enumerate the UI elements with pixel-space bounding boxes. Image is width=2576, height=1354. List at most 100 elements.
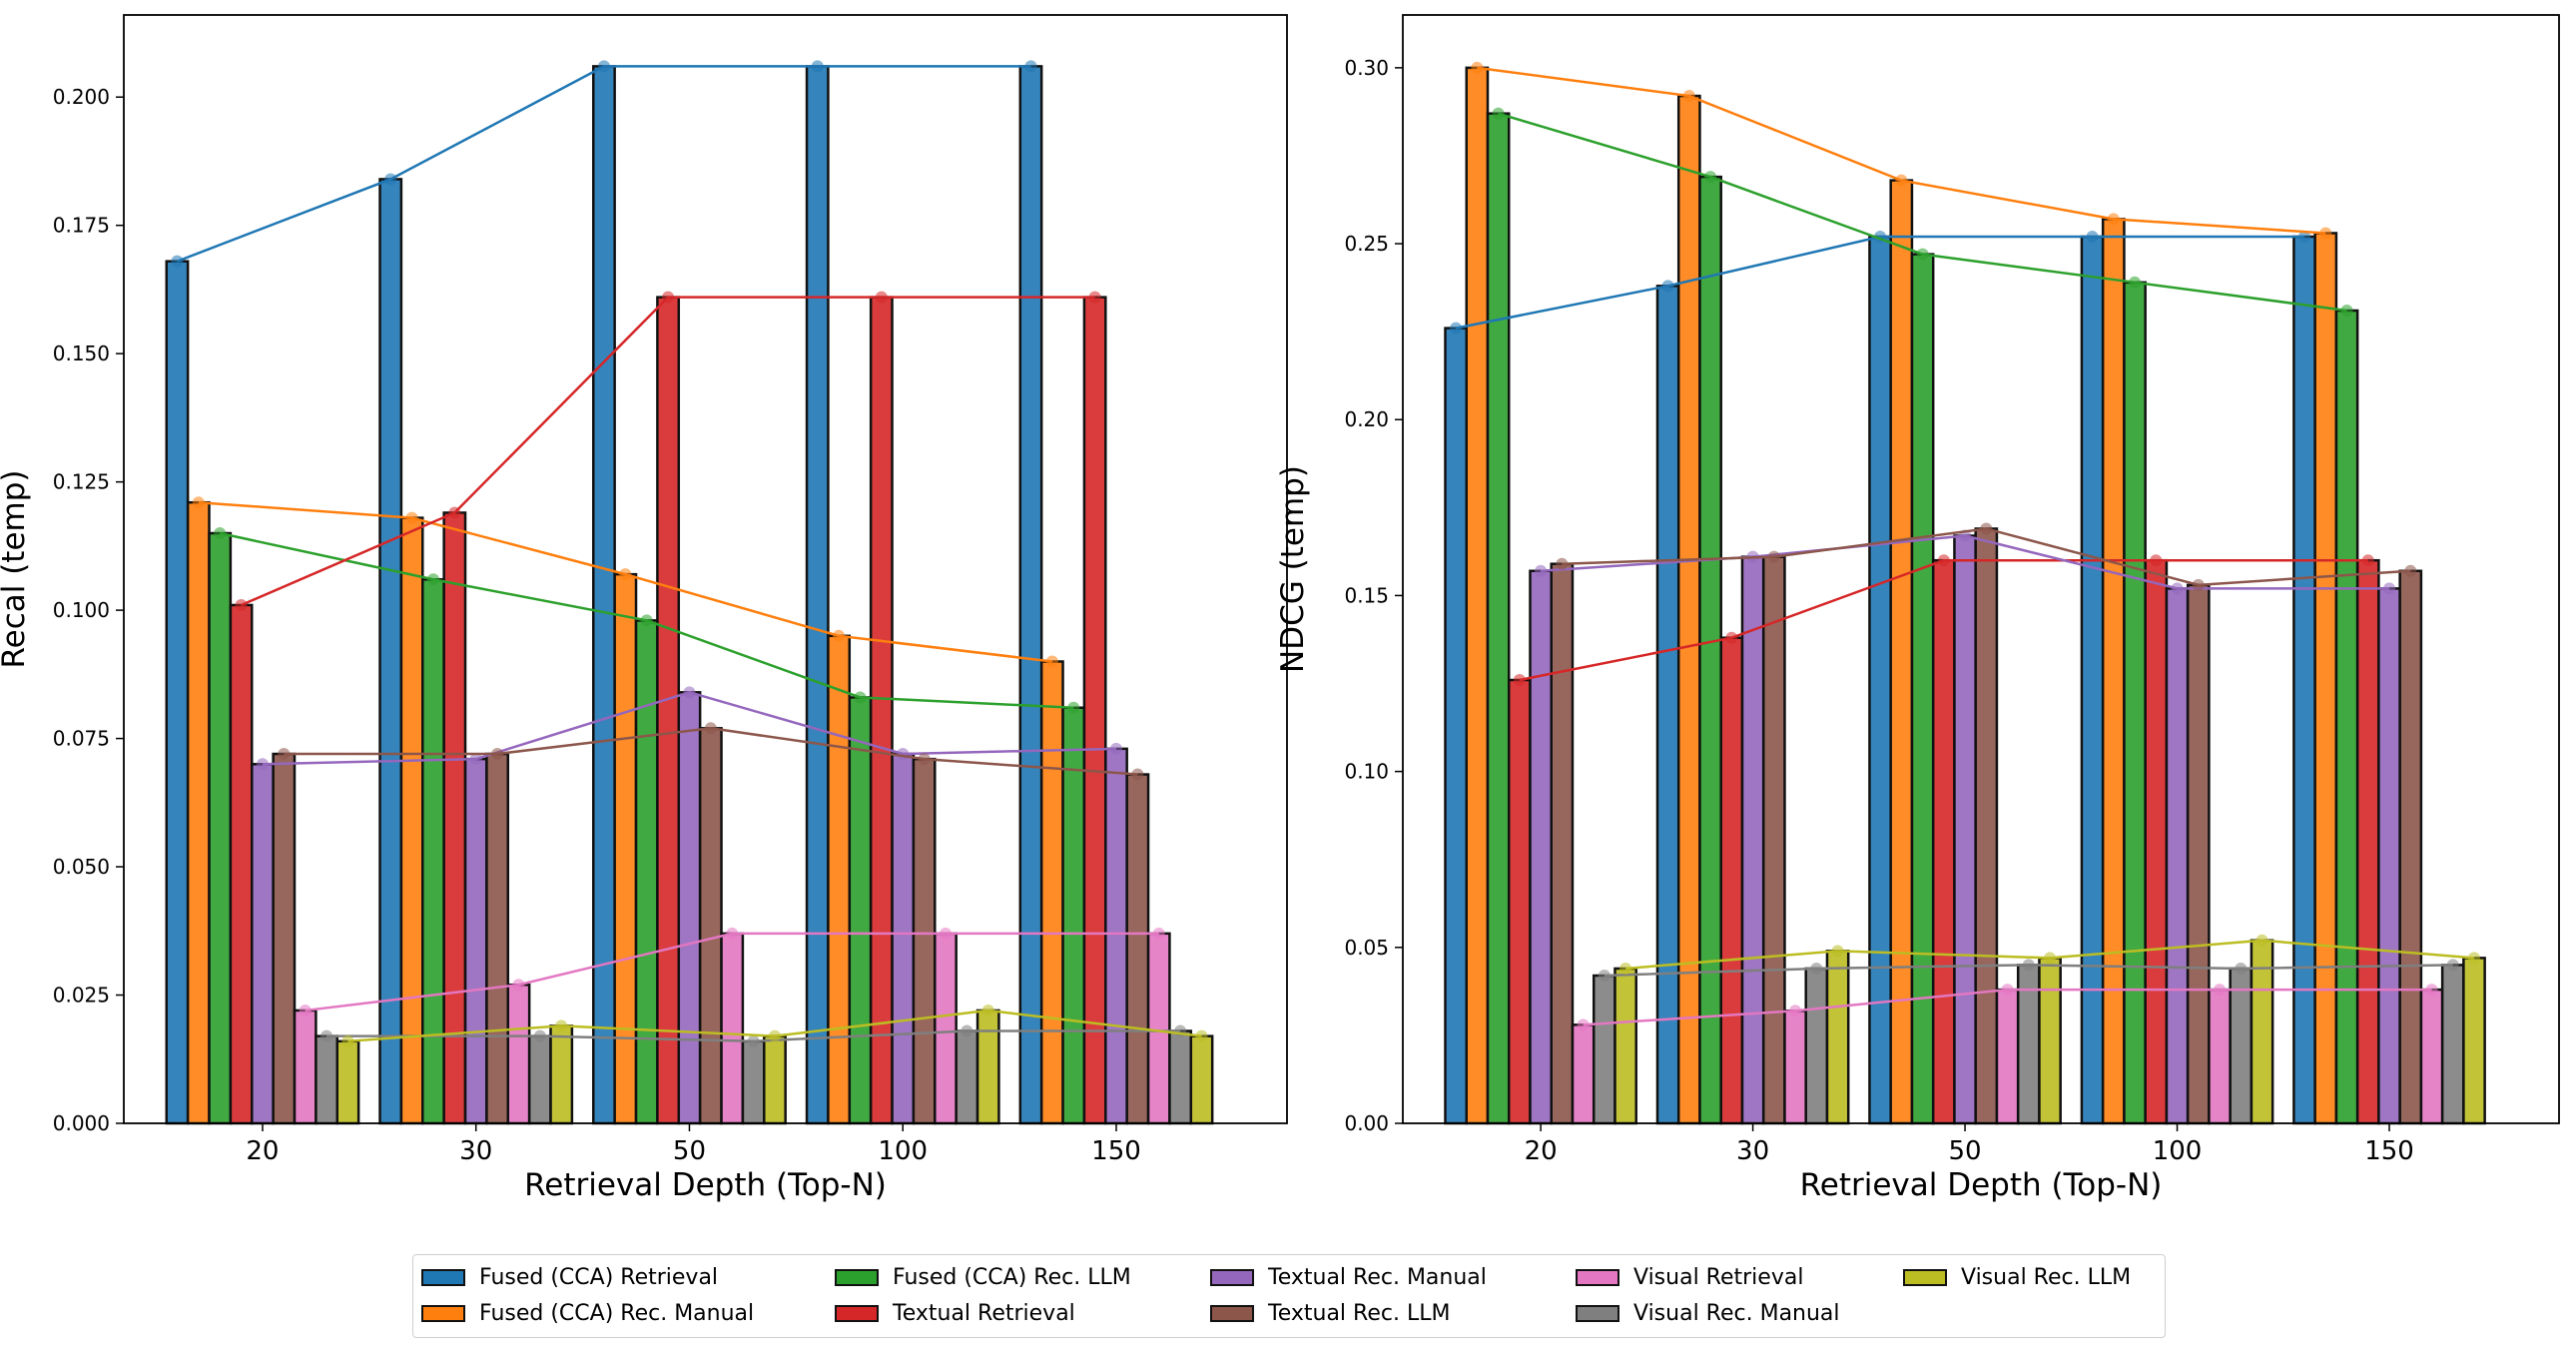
bar-textual-rec-manual-50 [1953, 534, 1977, 1125]
bar-visual-rec-llm-30 [1825, 950, 1850, 1125]
point-fused-cca-rec-manual-50 [619, 568, 632, 581]
legend-item-textual-rec-llm: Textual Rec. LLM [1210, 1297, 1450, 1329]
point-fused-cca-rec-llm-30 [426, 573, 439, 586]
legend-item-textual-rec-manual: Textual Rec. Manual [1210, 1261, 1487, 1293]
bar-visual-rec-manual-100 [955, 1029, 979, 1125]
bar-visual-retrieval-100 [2208, 988, 2232, 1125]
point-textual-retrieval-150 [1088, 291, 1101, 304]
point-textual-rec-manual-50 [683, 686, 696, 699]
point-textual-rec-llm-50 [1980, 522, 1993, 535]
bar-visual-rec-llm-20 [335, 1039, 360, 1125]
legend-label: Textual Rec. Manual [1268, 1264, 1487, 1290]
bar-visual-rec-llm-150 [2462, 957, 2486, 1125]
bar-fused-cca-retrieval-30 [1655, 285, 1680, 1125]
point-textual-retrieval-150 [2361, 554, 2374, 567]
y-tick-label: 0.100 [53, 598, 110, 622]
x-tick-label: 150 [1091, 1136, 1141, 1166]
y-tick-label: 0.175 [53, 214, 110, 238]
legend-item-textual-retrieval: Textual Retrieval [835, 1297, 1075, 1329]
point-fused-cca-rec-llm-150 [1067, 701, 1080, 714]
point-visual-retrieval-150 [2425, 984, 2438, 997]
point-textual-retrieval-20 [1513, 674, 1526, 686]
y-tick-label: 0.25 [1344, 232, 1389, 256]
point-visual-rec-manual-50 [2022, 959, 2035, 972]
point-fused-cca-rec-manual-150 [1045, 655, 1058, 668]
point-visual-rec-manual-50 [747, 1034, 760, 1047]
bar-textual-rec-llm-20 [272, 752, 297, 1125]
legend-label: Visual Rec. LLM [1961, 1264, 2132, 1290]
point-textual-retrieval-50 [662, 291, 675, 304]
bar-visual-retrieval-150 [1146, 932, 1171, 1125]
bar-visual-rec-manual-30 [1804, 967, 1829, 1125]
y-tick-label: 0.025 [53, 984, 110, 1008]
bar-textual-rec-llm-50 [1974, 527, 1999, 1125]
x-tick-label: 50 [1949, 1136, 1982, 1166]
point-fused-cca-rec-manual-150 [2319, 227, 2332, 240]
bar-textual-rec-manual-30 [463, 757, 488, 1125]
bar-textual-retrieval-30 [1719, 636, 1744, 1125]
point-textual-rec-llm-20 [278, 748, 291, 760]
bar-fused-cca-retrieval-50 [1868, 235, 1892, 1125]
y-tick-label: 0.00 [1344, 1111, 1389, 1135]
bar-textual-rec-manual-150 [1104, 747, 1128, 1125]
point-visual-rec-manual-20 [1598, 970, 1610, 982]
bar-visual-retrieval-150 [2419, 988, 2444, 1125]
bar-fused-cca-rec-manual-50 [1889, 179, 1914, 1125]
legend-swatch [1576, 1268, 1619, 1286]
point-visual-rec-manual-150 [2446, 959, 2459, 972]
point-textual-rec-llm-50 [704, 722, 717, 735]
y-tick-label: 0.150 [53, 341, 110, 365]
point-textual-retrieval-20 [235, 598, 248, 611]
point-visual-rec-manual-100 [2235, 962, 2248, 975]
point-visual-rec-manual-20 [321, 1029, 333, 1042]
bar-textual-retrieval-50 [656, 296, 681, 1125]
legend: Fused (CCA) Retrieval Fused (CCA) Rec. M… [412, 1254, 2166, 1338]
point-textual-rec-manual-150 [1109, 742, 1122, 755]
bar-textual-rec-manual-20 [251, 763, 275, 1125]
bar-textual-rec-manual-50 [677, 691, 702, 1125]
bar-fused-cca-rec-llm-150 [2334, 309, 2359, 1125]
bar-visual-rec-llm-50 [2038, 957, 2062, 1125]
point-visual-retrieval-50 [726, 927, 739, 940]
legend-label: Textual Rec. LLM [1268, 1300, 1451, 1326]
y-tick-label: 0.10 [1344, 760, 1389, 784]
point-textual-rec-manual-30 [469, 753, 482, 766]
point-fused-cca-rec-llm-50 [1916, 248, 1929, 261]
point-textual-rec-llm-100 [918, 753, 931, 766]
point-fused-cca-rec-llm-100 [2129, 276, 2142, 289]
bar-visual-rec-llm-30 [549, 1024, 574, 1125]
point-textual-retrieval-50 [1937, 554, 1950, 567]
point-fused-cca-rec-manual-20 [1471, 61, 1484, 74]
point-textual-rec-manual-150 [2383, 582, 2396, 595]
bar-fused-cca-rec-llm-100 [2123, 281, 2147, 1125]
bar-visual-rec-manual-20 [1592, 974, 1616, 1125]
point-visual-retrieval-150 [1152, 927, 1165, 940]
x-tick-label: 100 [2153, 1136, 2203, 1166]
bar-textual-rec-llm-30 [1761, 555, 1786, 1125]
bar-textual-retrieval-150 [1082, 296, 1107, 1125]
point-visual-retrieval-30 [1789, 1005, 1802, 1017]
point-visual-retrieval-100 [939, 927, 952, 940]
legend-swatch [1903, 1268, 1947, 1286]
legend-swatch [421, 1304, 465, 1322]
point-visual-rec-manual-30 [1810, 962, 1823, 975]
bar-fused-cca-rec-llm-50 [634, 619, 659, 1125]
point-textual-rec-manual-100 [897, 748, 910, 760]
point-fused-cca-retrieval-20 [1450, 322, 1463, 335]
bar-visual-rec-manual-150 [1168, 1029, 1193, 1125]
point-visual-rec-llm-30 [555, 1019, 568, 1032]
bar-textual-rec-manual-100 [891, 752, 916, 1125]
bar-textual-rec-llm-100 [912, 757, 937, 1125]
point-visual-rec-llm-20 [341, 1034, 354, 1047]
point-fused-cca-retrieval-50 [597, 60, 610, 73]
legend-label: Fused (CCA) Retrieval [479, 1264, 719, 1290]
point-textual-rec-llm-30 [1767, 550, 1780, 563]
point-textual-rec-manual-100 [2171, 582, 2184, 595]
point-fused-cca-retrieval-30 [1661, 280, 1674, 293]
y-tick-label: 0.15 [1344, 583, 1389, 607]
legend-swatch [835, 1268, 879, 1286]
x-tick-label: 30 [1736, 1136, 1769, 1166]
point-fused-cca-rec-manual-30 [405, 511, 418, 524]
bar-fused-cca-retrieval-150 [1018, 65, 1043, 1125]
